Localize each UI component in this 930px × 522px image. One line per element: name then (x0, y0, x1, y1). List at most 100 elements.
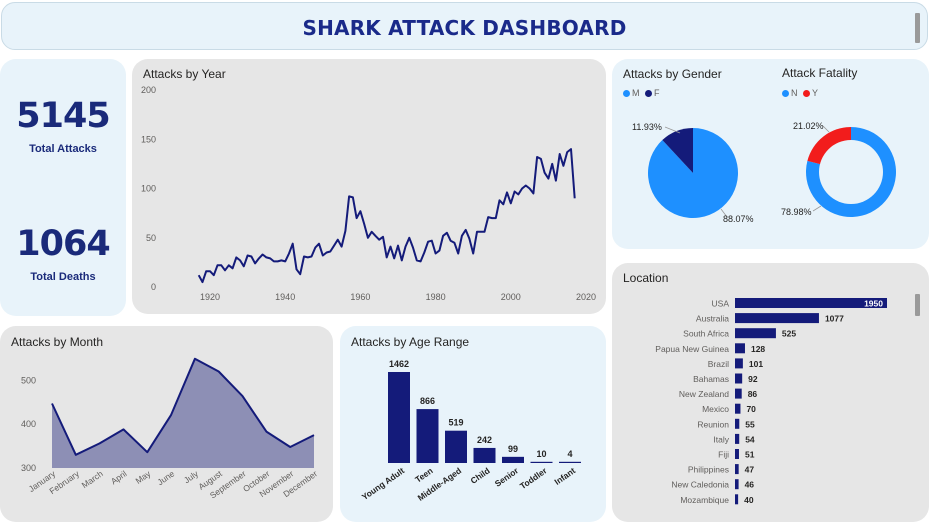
location-y-tick: New Caledonia (671, 480, 729, 490)
month-x-tick: March (80, 468, 105, 490)
location-bar (735, 479, 739, 490)
attacks-by-gender-title: Attacks by Gender (623, 67, 722, 81)
year-y-tick: 0 (151, 282, 156, 292)
location-y-tick: Bahamas (693, 374, 729, 384)
attacks-by-month-title: Attacks by Month (11, 335, 104, 349)
location-title: Location (623, 271, 669, 285)
total-attacks-label: Total Attacks (29, 143, 97, 155)
gender-leader-m (720, 208, 728, 218)
location-data-label: 1077 (825, 314, 844, 324)
location-y-tick: Fiji (718, 450, 729, 460)
age-bar (388, 372, 410, 463)
location-bar (735, 403, 741, 414)
fatality-label-y: 21.02% (793, 121, 824, 131)
location-data-label: 86 (748, 389, 758, 399)
legend-label-f: F (654, 88, 660, 98)
age-data-label: 242 (477, 435, 492, 445)
location-bar (735, 358, 743, 369)
year-y-tick: 150 (141, 134, 156, 144)
location-y-tick: USA (712, 299, 730, 309)
month-area-fill (52, 358, 314, 468)
location-chart: USA 1950 Australia 1077 South Africa 525 Papua… (655, 298, 887, 505)
location-bar (735, 343, 745, 354)
location-y-tick: Papua New Guinea (655, 344, 729, 354)
legend-label-m: M (632, 88, 640, 98)
fatality-label-n: 78.98% (781, 207, 812, 217)
location-y-tick: Philippines (688, 465, 729, 475)
legend-label-n: N (791, 88, 798, 98)
gender-legend: M F (623, 88, 660, 98)
location-data-label: 128 (751, 344, 765, 354)
age-bar (473, 447, 496, 463)
total-attacks-value: 5145 (16, 96, 110, 136)
month-y-tick: 500 (21, 375, 36, 385)
location-data-label: 70 (746, 404, 756, 414)
age-bar (445, 430, 467, 463)
location-y-tick: Australia (696, 314, 729, 324)
age-x-tick: Teen (413, 465, 434, 484)
location-data-label: 51 (745, 450, 755, 460)
gender-label-f: 11.93% (632, 122, 662, 132)
location-bar (735, 313, 819, 324)
gender-leader-f (664, 126, 681, 134)
location-bar (735, 418, 740, 429)
fatality-leader-n (812, 205, 822, 212)
legend-dot-n (782, 90, 789, 97)
age-data-label: 866 (420, 396, 435, 406)
location-bar (735, 464, 739, 475)
fatality-legend: N Y (782, 88, 818, 98)
location-data-label: 46 (745, 480, 755, 490)
title-bar: SHARK ATTACK DASHBOARD (1, 2, 928, 50)
fatality-leader-y (822, 125, 830, 133)
location-bar (735, 449, 739, 459)
age-bar (416, 409, 439, 463)
location-y-tick: New Zealand (679, 389, 729, 399)
gender-fatality-panel: Attacks by Gender M F Attack Fatality N … (612, 59, 929, 249)
gender-fatality-charts: 88.07% 11.93% 78.98% 21.02% (632, 121, 896, 224)
location-bar (735, 388, 742, 399)
year-x-tick: 1920 (200, 292, 220, 302)
location-y-tick: Reunion (697, 419, 729, 429)
month-y-tick: 400 (21, 419, 36, 429)
legend-dot-f (645, 90, 653, 97)
location-y-tick: Mexico (702, 404, 729, 414)
attacks-by-age-title: Attacks by Age Range (351, 335, 470, 349)
attacks-by-year-title: Attacks by Year (143, 67, 226, 81)
location-bar (735, 328, 776, 339)
age-x-tick: Child (469, 465, 492, 485)
location-scrollbar[interactable] (915, 294, 920, 316)
location-bar (735, 373, 743, 384)
year-x-tick: 2000 (501, 292, 521, 302)
location-data-label: 101 (749, 359, 763, 369)
attack-fatality-title: Attack Fatality (782, 66, 858, 80)
month-y-tick: 300 (21, 463, 36, 473)
age-data-label: 519 (448, 418, 463, 428)
attacks-by-year-panel[interactable]: Attacks by Year 200 150 100 50 0 1920 1940 1960… (132, 59, 606, 314)
location-data-label: 55 (745, 419, 755, 429)
age-data-label: 10 (536, 449, 546, 459)
location-data-label: 54 (745, 434, 755, 444)
fatality-donut-hole (819, 140, 883, 204)
age-x-tick: Senior (493, 465, 521, 489)
attacks-by-age-panel[interactable]: Attacks by Age Range 1462 Young Adult 866 T… (340, 326, 606, 522)
month-x-tick: June (155, 468, 176, 487)
total-deaths-label: Total Deaths (30, 271, 96, 283)
year-y-tick: 100 (141, 184, 156, 194)
legend-dot-m (623, 90, 630, 97)
total-deaths-value: 1064 (16, 224, 110, 264)
attacks-by-year-chart: 200 150 100 50 0 1920 1940 1960 1980 2000 2020 (141, 85, 596, 302)
age-x-tick: Infant (552, 465, 577, 487)
location-data-label: 1950 (864, 299, 883, 309)
year-y-tick: 50 (146, 233, 156, 243)
legend-dot-y (803, 90, 811, 97)
age-bar (559, 461, 581, 463)
location-panel[interactable]: Location USA 1950 Australia 1077 South Afric… (612, 263, 929, 522)
age-bar (530, 461, 553, 463)
location-data-label: 525 (782, 329, 796, 339)
title-scrollbar[interactable] (915, 13, 920, 43)
location-data-label: 40 (744, 495, 754, 505)
year-x-tick: 1940 (275, 292, 295, 302)
attacks-by-month-panel[interactable]: Attacks by Month 500 400 300 January Februar… (0, 326, 333, 522)
location-bar (735, 433, 740, 444)
location-bar (735, 298, 887, 308)
